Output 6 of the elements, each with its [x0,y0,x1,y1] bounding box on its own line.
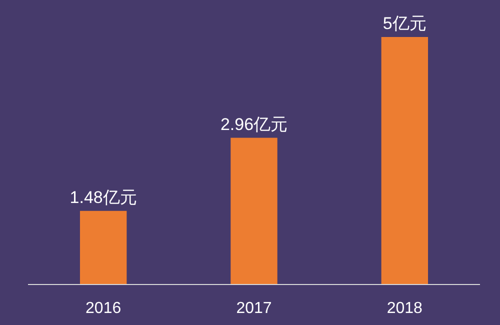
data-label: 2.96亿元 [220,114,288,134]
data-label: 1.48亿元 [70,188,137,207]
data-label: 5亿元 [382,14,426,33]
x-tick-label: 2016 [86,300,122,317]
x-tick-label: 2018 [386,300,423,317]
x-tick-label: 2017 [236,300,272,317]
